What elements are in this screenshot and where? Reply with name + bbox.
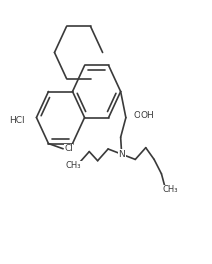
Text: HCl: HCl xyxy=(8,116,24,125)
Text: Cl: Cl xyxy=(64,144,73,153)
Text: N: N xyxy=(118,150,125,159)
Text: CH₃: CH₃ xyxy=(162,185,178,194)
Text: OH: OH xyxy=(141,111,154,120)
Text: CH₃: CH₃ xyxy=(66,162,81,171)
Text: HCl: HCl xyxy=(9,116,25,125)
Text: OH: OH xyxy=(134,111,147,120)
